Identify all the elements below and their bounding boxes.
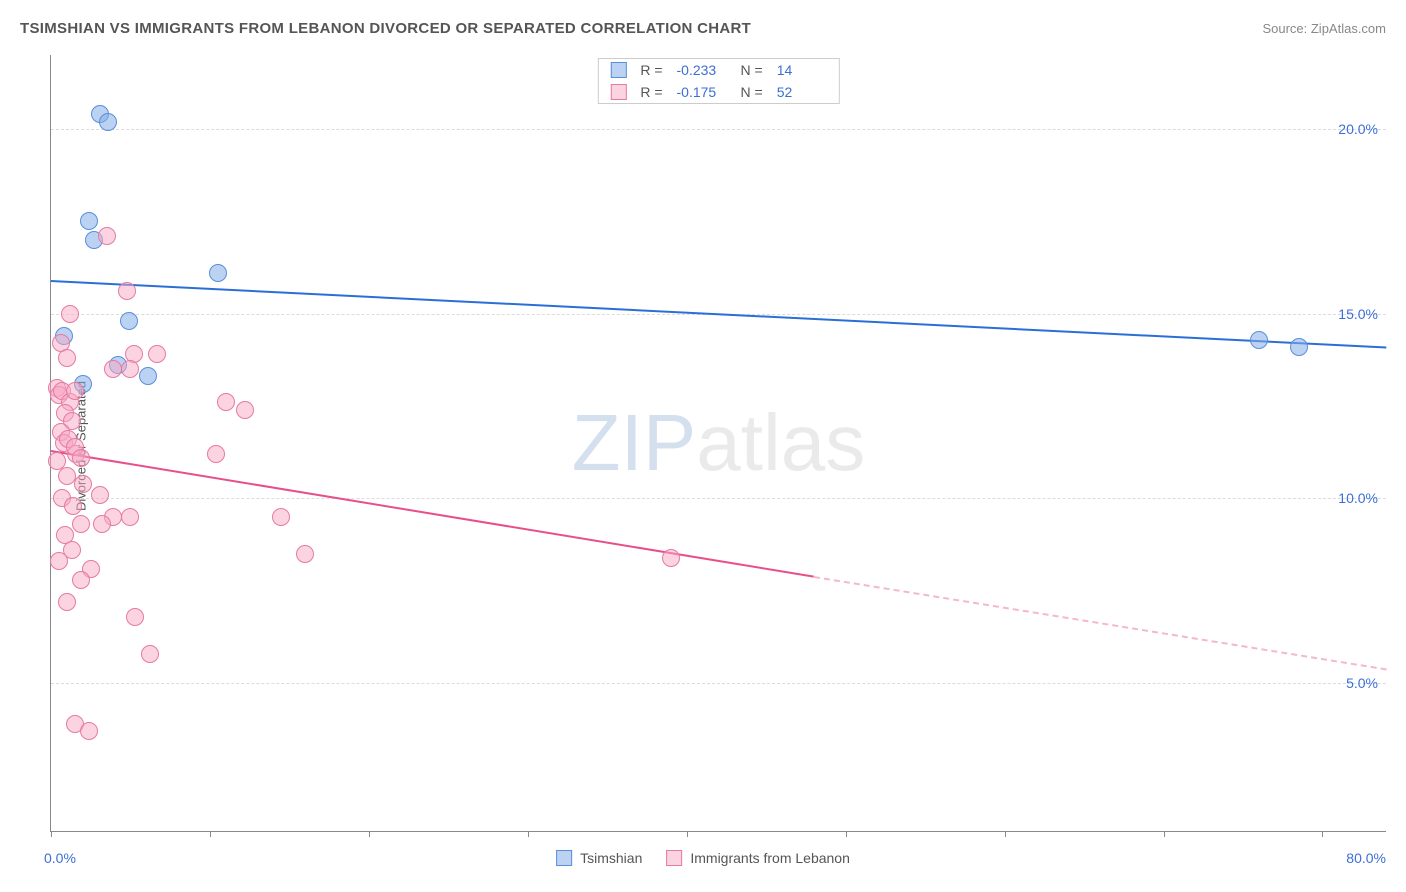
x-tick — [846, 831, 847, 837]
data-point — [209, 264, 227, 282]
watermark-zip: ZIP — [572, 398, 696, 487]
data-point — [64, 497, 82, 515]
x-axis-min-label: 0.0% — [44, 850, 76, 866]
data-point — [61, 305, 79, 323]
data-point — [207, 445, 225, 463]
x-tick — [51, 831, 52, 837]
x-tick — [687, 831, 688, 837]
x-tick — [1005, 831, 1006, 837]
data-point — [126, 608, 144, 626]
data-point — [72, 515, 90, 533]
grid-line — [51, 683, 1386, 684]
data-point — [139, 367, 157, 385]
data-point — [121, 508, 139, 526]
swatch-blue — [556, 850, 572, 866]
watermark: ZIPatlas — [572, 397, 865, 489]
legend-stats-row: R = -0.175 N = 52 — [598, 81, 838, 103]
x-tick — [1164, 831, 1165, 837]
x-axis-max-label: 80.0% — [1346, 850, 1386, 866]
y-tick-label: 20.0% — [1338, 121, 1378, 137]
data-point — [236, 401, 254, 419]
trend-line — [51, 450, 814, 578]
data-point — [296, 545, 314, 563]
data-point — [50, 552, 68, 570]
data-point — [72, 571, 90, 589]
bottom-legend: Tsimshian Immigrants from Lebanon — [556, 850, 850, 866]
data-point — [91, 486, 109, 504]
y-tick-label: 10.0% — [1338, 490, 1378, 506]
data-point — [662, 549, 680, 567]
n-value-blue: 14 — [777, 62, 827, 78]
legend-stats-box: R = -0.233 N = 14 R = -0.175 N = 52 — [597, 58, 839, 104]
y-tick-label: 5.0% — [1346, 675, 1378, 691]
r-label: R = — [640, 84, 662, 100]
source-prefix: Source: — [1262, 21, 1310, 36]
x-tick — [1322, 831, 1323, 837]
source-attribution: Source: ZipAtlas.com — [1262, 21, 1386, 36]
data-point — [118, 282, 136, 300]
r-value-blue: -0.233 — [677, 62, 727, 78]
x-tick — [369, 831, 370, 837]
data-point — [80, 212, 98, 230]
data-point — [80, 722, 98, 740]
y-tick-label: 15.0% — [1338, 306, 1378, 322]
data-point — [272, 508, 290, 526]
data-point — [121, 360, 139, 378]
data-point — [99, 113, 117, 131]
data-point — [104, 360, 122, 378]
data-point — [141, 645, 159, 663]
data-point — [58, 349, 76, 367]
legend-label-pink: Immigrants from Lebanon — [690, 850, 850, 866]
x-tick — [210, 831, 211, 837]
r-value-pink: -0.175 — [677, 84, 727, 100]
data-point — [120, 312, 138, 330]
data-point — [1290, 338, 1308, 356]
legend-label-blue: Tsimshian — [580, 850, 642, 866]
trend-line — [51, 280, 1386, 349]
r-label: R = — [640, 62, 662, 78]
data-point — [148, 345, 166, 363]
trend-line — [814, 576, 1386, 670]
watermark-atlas: atlas — [696, 398, 865, 487]
n-label: N = — [741, 84, 763, 100]
data-point — [1250, 331, 1268, 349]
grid-line — [51, 129, 1386, 130]
chart-title: TSIMSHIAN VS IMMIGRANTS FROM LEBANON DIV… — [20, 20, 751, 37]
grid-line — [51, 498, 1386, 499]
legend-item-pink: Immigrants from Lebanon — [666, 850, 850, 866]
data-point — [72, 449, 90, 467]
data-point — [98, 227, 116, 245]
source-name: ZipAtlas.com — [1311, 21, 1386, 36]
swatch-pink — [666, 850, 682, 866]
swatch-pink — [610, 84, 626, 100]
data-point — [58, 593, 76, 611]
swatch-blue — [610, 62, 626, 78]
x-tick — [528, 831, 529, 837]
data-point — [93, 515, 111, 533]
data-point — [66, 382, 84, 400]
scatter-chart: ZIPatlas R = -0.233 N = 14 R = -0.175 N … — [50, 55, 1386, 832]
legend-stats-row: R = -0.233 N = 14 — [598, 59, 838, 81]
data-point — [74, 475, 92, 493]
legend-item-blue: Tsimshian — [556, 850, 642, 866]
n-label: N = — [741, 62, 763, 78]
n-value-pink: 52 — [777, 84, 827, 100]
data-point — [217, 393, 235, 411]
